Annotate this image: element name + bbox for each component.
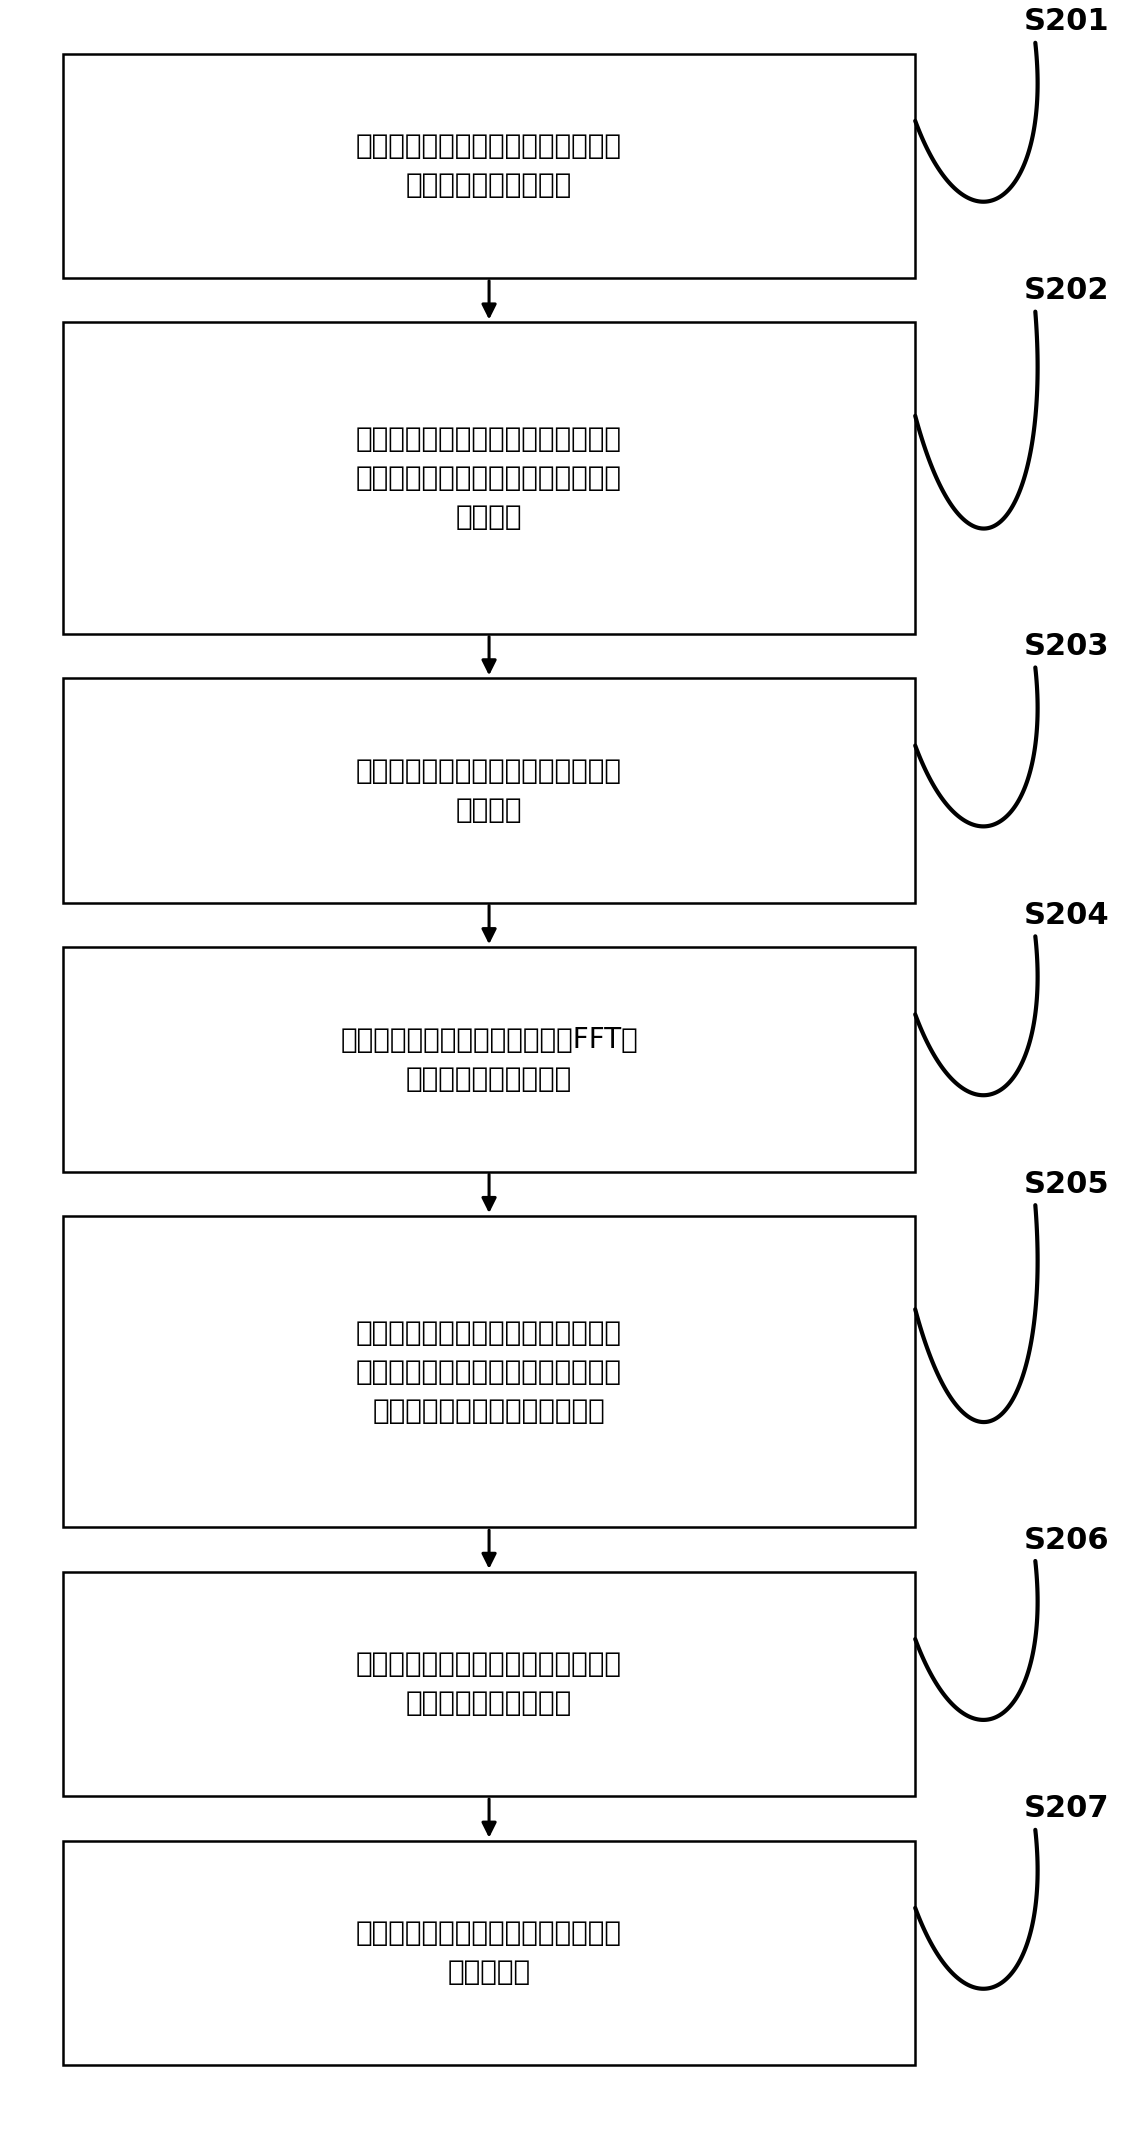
Text: S205: S205 <box>1024 1171 1110 1198</box>
Bar <box>63 1571 915 1795</box>
Text: 在距离预置基础频点小于预置频率偏
差的谐波频谱中，查找距离预置基础
频点最近且幅值最大的峰值频点: 在距离预置基础频点小于预置频率偏 差的谐波频谱中，查找距离预置基础 频点最近且幅… <box>356 1318 622 1425</box>
Bar <box>63 1216 915 1528</box>
Bar <box>63 1840 915 2065</box>
Text: 将滤波信号进行快速傅里叶变换FFT的
结果，确定为谐波频谱: 将滤波信号进行快速傅里叶变换FFT的 结果，确定为谐波频谱 <box>340 1025 638 1094</box>
Bar <box>63 323 915 633</box>
Text: S207: S207 <box>1024 1795 1110 1823</box>
Text: 按照预置采样频率，均匀采样板卡回
路信号，获取离散信号: 按照预置采样频率，均匀采样板卡回 路信号，获取离散信号 <box>356 133 622 199</box>
Text: 根据混合卷积窗截取离散信号，获取
滤波信号: 根据混合卷积窗截取离散信号，获取 滤波信号 <box>356 758 622 824</box>
Text: S204: S204 <box>1024 901 1110 931</box>
Text: S206: S206 <box>1024 1526 1110 1554</box>
Text: S203: S203 <box>1024 631 1110 661</box>
Text: S201: S201 <box>1024 6 1110 36</box>
Text: S202: S202 <box>1024 276 1110 306</box>
Text: 根据预置基础频点和峰值频点对应的
幅值，计算幅值偏差量: 根据预置基础频点和峰值频点对应的 幅值，计算幅值偏差量 <box>356 1650 622 1718</box>
Text: 根据幅值偏差量，计算谐波频谱中各
次谐波参数: 根据幅值偏差量，计算谐波频谱中各 次谐波参数 <box>356 1920 622 1986</box>
Bar <box>63 54 915 278</box>
Text: 将第一预置长度的汉宁窗和第二预置
长度的汉明窗的卷积结果，确定为混
合卷积窗: 将第一预置长度的汉宁窗和第二预置 长度的汉明窗的卷积结果，确定为混 合卷积窗 <box>356 426 622 531</box>
Bar <box>63 948 915 1171</box>
Bar <box>63 678 915 903</box>
